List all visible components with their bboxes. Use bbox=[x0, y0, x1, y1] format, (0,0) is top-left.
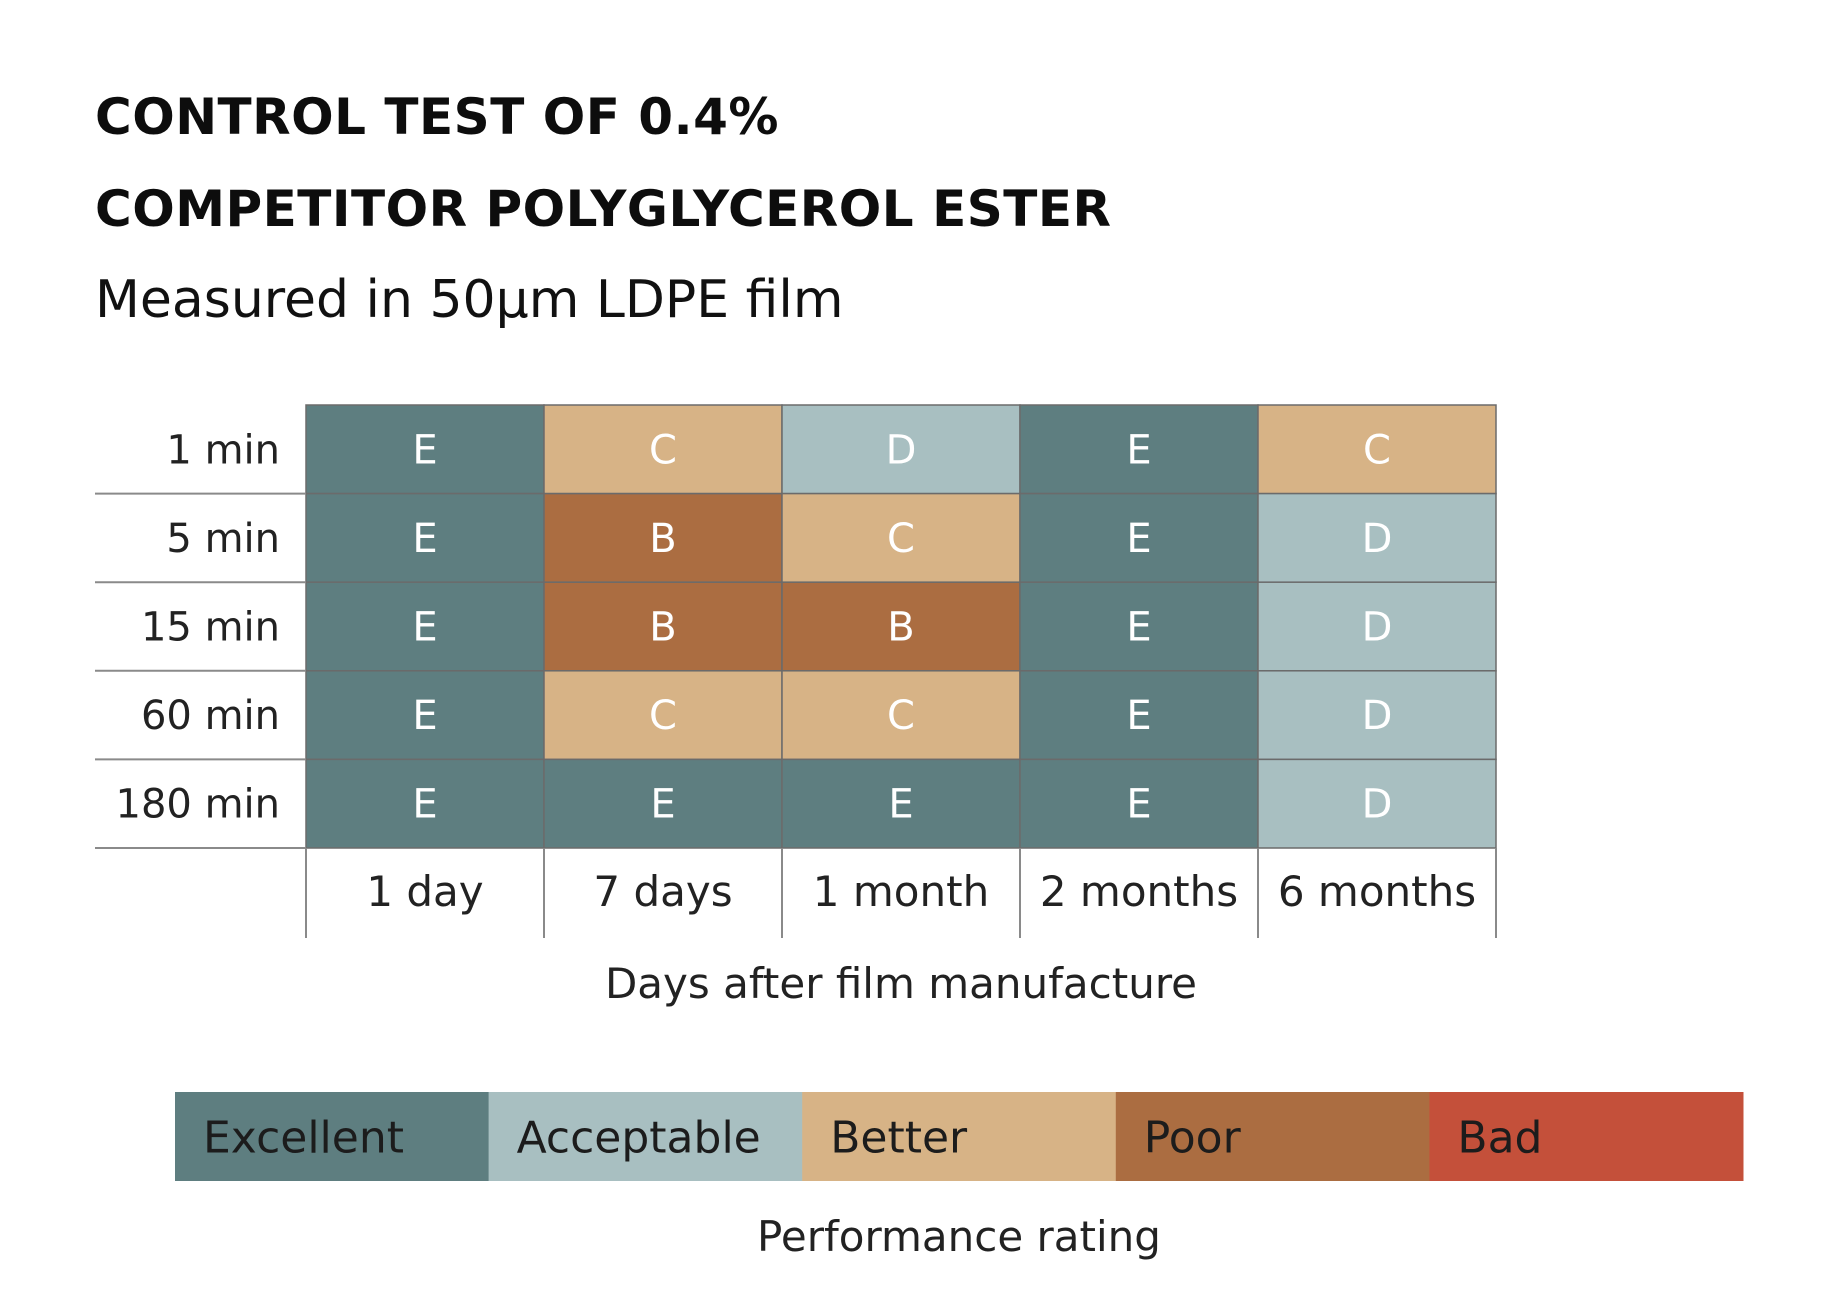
cell-rating-label: D bbox=[1362, 605, 1393, 651]
chart-title-line-1: CONTROL TEST OF 0.4% bbox=[95, 88, 779, 146]
cell-rating-label: E bbox=[888, 782, 913, 828]
cell-rating-label: B bbox=[649, 605, 676, 651]
column-label: 2 months bbox=[1040, 867, 1238, 916]
heatmap-cell bbox=[1019, 492, 1259, 583]
row-label: 60 min bbox=[141, 693, 280, 739]
x-axis-title: Days after film manufacture bbox=[605, 959, 1197, 1008]
row-labels: 1 min 5 min 15 min 60 min 180 min bbox=[95, 427, 306, 849]
heatmap-cell bbox=[781, 492, 1021, 583]
cell-rating-label: D bbox=[886, 427, 917, 473]
cell-rating-label: E bbox=[412, 516, 437, 562]
legend-swatch bbox=[175, 1092, 490, 1181]
heatmap-cell bbox=[543, 758, 783, 849]
cell-rating-label: C bbox=[1363, 427, 1391, 473]
cell-rating-label: C bbox=[887, 516, 915, 562]
cell-rating-label: E bbox=[650, 782, 675, 828]
heatmap-cells: E C D E CE B C E DE B B E DE C C E DE E E E D bbox=[305, 404, 1497, 849]
column-label: 7 days bbox=[593, 867, 732, 916]
column-labels: 1 day 7 days 1 month 2 months 6 months bbox=[305, 848, 1497, 938]
cell-rating-label: C bbox=[887, 693, 915, 739]
heatmap-cell bbox=[305, 492, 545, 583]
heatmap-cell bbox=[1019, 670, 1259, 761]
heatmap-cell bbox=[543, 492, 783, 583]
legend-label: Acceptable bbox=[517, 1113, 761, 1164]
heatmap-cell bbox=[1019, 758, 1259, 849]
chart-subtitle: Measured in 50µm LDPE film bbox=[95, 270, 844, 330]
legend-label: Poor bbox=[1144, 1113, 1242, 1164]
cell-rating-label: E bbox=[412, 605, 437, 651]
heatmap-cell bbox=[305, 670, 545, 761]
column-label: 6 months bbox=[1278, 867, 1476, 916]
heatmap-cell bbox=[305, 581, 545, 672]
cell-rating-label: E bbox=[1126, 516, 1151, 562]
heatmap-cell bbox=[781, 758, 1021, 849]
legend-label: Bad bbox=[1457, 1113, 1542, 1164]
cell-rating-label: B bbox=[649, 516, 676, 562]
cell-rating-label: C bbox=[649, 693, 677, 739]
cell-rating-label: B bbox=[887, 605, 914, 651]
legend-label: Excellent bbox=[203, 1113, 404, 1164]
heatmap-cell bbox=[1257, 492, 1497, 583]
cell-rating-label: C bbox=[649, 427, 677, 473]
cell-rating-label: E bbox=[412, 782, 437, 828]
cell-rating-label: E bbox=[412, 427, 437, 473]
heatmap-cell bbox=[543, 670, 783, 761]
heatmap-cell bbox=[1257, 581, 1497, 672]
heatmap-cell bbox=[1257, 670, 1497, 761]
heatmap-cell bbox=[305, 758, 545, 849]
cell-rating-label: E bbox=[1126, 782, 1151, 828]
legend-label: Better bbox=[830, 1113, 968, 1164]
heatmap-cell bbox=[1019, 581, 1259, 672]
row-label: 15 min bbox=[141, 605, 280, 651]
row-label: 5 min bbox=[166, 516, 280, 562]
legend-swatch bbox=[1429, 1092, 1744, 1181]
cell-rating-label: E bbox=[1126, 693, 1151, 739]
heatmap-cell bbox=[781, 581, 1021, 672]
cell-rating-label: E bbox=[1126, 427, 1151, 473]
row-label: 180 min bbox=[116, 782, 281, 828]
cell-rating-label: E bbox=[412, 693, 437, 739]
cell-rating-label: D bbox=[1362, 693, 1393, 739]
legend-swatch bbox=[488, 1092, 803, 1181]
cell-rating-label: D bbox=[1362, 782, 1393, 828]
row-label: 1 min bbox=[166, 427, 280, 473]
cell-rating-label: E bbox=[1126, 605, 1151, 651]
column-label: 1 day bbox=[366, 867, 483, 916]
column-label: 1 month bbox=[813, 867, 989, 916]
legend-title: Performance rating bbox=[757, 1212, 1161, 1261]
legend: Excellent Acceptable Better Poor Bad bbox=[175, 1092, 1744, 1181]
heatmap-cell bbox=[1257, 758, 1497, 849]
chart-title-line-2: COMPETITOR POLYGLYCEROL ESTER bbox=[95, 180, 1112, 238]
legend-swatch bbox=[802, 1092, 1117, 1181]
heatmap-cell bbox=[781, 670, 1021, 761]
legend-swatch bbox=[1115, 1092, 1430, 1181]
cell-rating-label: D bbox=[1362, 516, 1393, 562]
